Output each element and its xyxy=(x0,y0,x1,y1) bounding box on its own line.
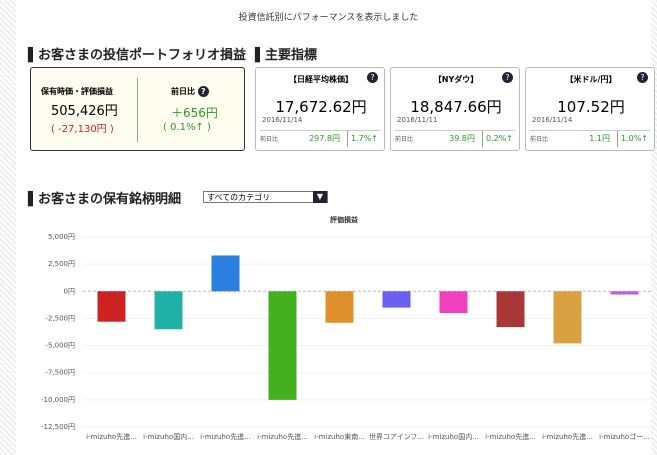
gutter xyxy=(651,0,657,455)
bar xyxy=(610,291,639,295)
x-tick-label: i-mizuho東南... xyxy=(314,432,365,441)
index-name: 【NYダウ】 xyxy=(433,75,479,84)
notice: 投資信託別にパフォーマンスを表示しました xyxy=(238,13,419,23)
help-icon[interactable]: ? xyxy=(502,72,513,83)
index-name: 【日経平均株価】 xyxy=(289,75,353,84)
x-tick-label: i-mizuho先進... xyxy=(485,432,536,441)
bar xyxy=(496,291,525,328)
index-date: 2016/11/14 xyxy=(532,116,573,124)
category-dropdown[interactable]: すべてのカテゴリ ▼ xyxy=(203,191,328,203)
x-tick-label: i-mizuho先進... xyxy=(86,432,137,441)
section-heading: ▌お客さまの投信ポートフォリオ損益 xyxy=(28,48,247,63)
index-card: 【米ドル/円】 ? 107.52円 2016/11/14 前日比 1.1円 1.… xyxy=(525,67,655,151)
change-pct: 1.7%↑ xyxy=(346,131,378,147)
section-heading: ▌主要指標 xyxy=(255,48,318,63)
bar xyxy=(97,291,126,322)
y-tick-label: 2,500円 xyxy=(48,260,75,268)
x-tick-label: i-mizuho国内... xyxy=(428,432,479,441)
index-price: 107.52円 xyxy=(557,98,625,116)
y-tick-label: -10,000円 xyxy=(41,396,75,404)
change: 1.1円 xyxy=(589,134,610,143)
bar xyxy=(154,291,183,330)
x-tick-label: i-mizuhoゴー... xyxy=(599,432,650,441)
y-tick-label: -5,000円 xyxy=(45,342,75,350)
x-tick-label: i-mizuho先進... xyxy=(542,432,593,441)
bar xyxy=(268,291,297,400)
heading-text: お客さまの投信ポートフォリオ損益 xyxy=(38,48,247,63)
y-tick-label: -12,500円 xyxy=(41,423,75,431)
change-label: 前日比 xyxy=(260,136,279,143)
divider xyxy=(137,78,138,142)
change-label: 前日比 xyxy=(395,136,414,143)
y-tick-label: 5,000円 xyxy=(48,233,75,241)
label-text: 前日比 xyxy=(171,87,195,96)
change: ＋656円 xyxy=(171,106,218,120)
index-change-row: 前日比 297.8円 1.7%↑ xyxy=(260,130,380,147)
change: 39.8円 xyxy=(449,134,475,143)
bar xyxy=(211,255,240,292)
heading-text: お客さまの保有銘柄明細 xyxy=(38,192,182,207)
label: 保有時価・評価損益 xyxy=(41,87,113,96)
dropdown-arrow[interactable]: ▼ xyxy=(313,191,327,203)
index-price: 18,847.66円 xyxy=(410,98,502,116)
bar xyxy=(382,291,411,308)
index-date: 2016/11/11 xyxy=(397,116,438,124)
x-tick-label: 世界コアインフ... xyxy=(369,432,424,441)
index-change-row: 前日比 39.8円 0.2%↑ xyxy=(395,130,515,147)
y-tick-label: -2,500円 xyxy=(45,314,75,322)
help-icon[interactable]: ? xyxy=(637,72,648,83)
profit: ( -27,130円 ) xyxy=(51,124,114,135)
change-pct: 1.0%↑ xyxy=(616,131,648,147)
index-date: 2016/11/14 xyxy=(262,116,303,124)
portfolio-card: 保有時価・評価損益 505,426円 ( -27,130円 ) 前日比 ? ＋6… xyxy=(30,67,245,151)
index-change-row: 前日比 1.1円 1.0%↑ xyxy=(530,130,650,147)
chart-title: 評価損益 xyxy=(330,215,358,224)
gutter xyxy=(0,0,16,455)
value: 505,426円 xyxy=(51,104,118,119)
heading-text: 主要指標 xyxy=(265,48,318,63)
x-tick-label: i-mizuho先進... xyxy=(200,432,251,441)
help-icon[interactable]: ? xyxy=(367,72,378,83)
index-card: 【日経平均株価】 ? 17,672.62円 2016/11/14 前日比 297… xyxy=(255,67,385,151)
bar xyxy=(439,291,468,313)
y-tick-label: -7,500円 xyxy=(45,369,75,377)
change-pct: 0.2%↑ xyxy=(481,131,513,147)
index-card: 【NYダウ】 ? 18,847.66円 2016/11/11 前日比 39.8円… xyxy=(390,67,520,151)
index-name: 【米ドル/円】 xyxy=(565,75,617,84)
x-tick-label: i-mizuho先進... xyxy=(257,432,308,441)
label: 前日比 ? xyxy=(171,86,209,97)
change-label: 前日比 xyxy=(530,136,549,143)
bar xyxy=(325,291,354,323)
dropdown-text: すべてのカテゴリ xyxy=(207,193,271,202)
bar xyxy=(553,291,582,344)
x-tick-label: i-mizuho国内... xyxy=(143,432,194,441)
change: 297.8円 xyxy=(309,134,340,143)
change-pct: ( 0.1%↑ ) xyxy=(163,122,211,133)
section-heading: ▌お客さまの保有銘柄明細 xyxy=(28,192,182,207)
y-tick-label: 0円 xyxy=(64,287,75,295)
index-price: 17,672.62円 xyxy=(275,98,367,116)
